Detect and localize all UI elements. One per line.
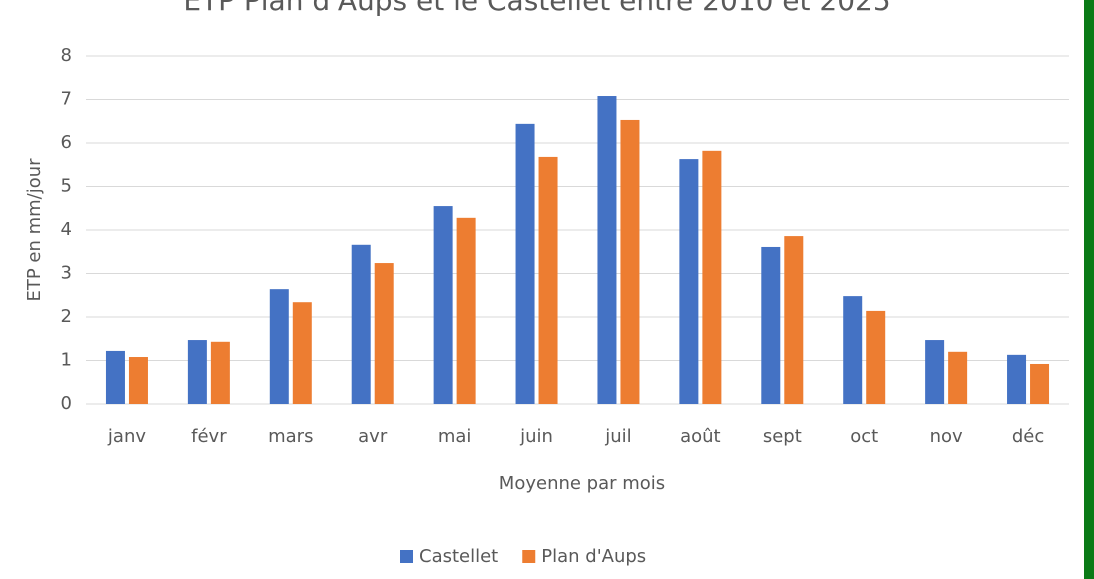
y-tick-label: 1 — [61, 350, 72, 371]
y-tick-label: 6 — [61, 132, 72, 153]
x-tick-label: mars — [268, 426, 313, 447]
chart-title: ETP Plan d'Aups et le Castellet entre 20… — [183, 0, 890, 17]
y-tick-label: 3 — [61, 263, 72, 284]
legend-swatch — [522, 550, 536, 563]
bar — [105, 350, 125, 404]
y-tick-label: 5 — [61, 176, 72, 197]
bar — [538, 156, 558, 404]
x-tick-label: nov — [930, 426, 963, 447]
bar — [1030, 363, 1050, 404]
x-axis-title: Moyenne par mois — [499, 473, 665, 494]
bar — [620, 119, 640, 404]
bar — [784, 236, 804, 404]
bar — [843, 296, 863, 404]
bar — [456, 217, 476, 404]
bar — [948, 351, 968, 404]
bar — [128, 357, 148, 404]
frame-border — [1084, 0, 1094, 579]
legend-label: Castellet — [419, 546, 498, 567]
bar — [925, 340, 945, 404]
x-tick-label: déc — [1012, 426, 1044, 447]
bar — [374, 263, 394, 404]
bar — [187, 340, 207, 404]
x-tick-label: févr — [191, 426, 227, 447]
legend-label: Plan d'Aups — [541, 546, 646, 567]
bar — [269, 289, 289, 404]
y-tick-label: 7 — [61, 89, 72, 110]
bar — [1007, 354, 1027, 404]
bar — [702, 150, 722, 404]
y-tick-label: 8 — [61, 45, 72, 66]
x-tick-label: oct — [850, 426, 878, 447]
x-tick-label: sept — [763, 426, 802, 447]
y-axis-title: ETP en mm/jour — [24, 158, 45, 302]
bar — [433, 206, 453, 404]
x-tick-label: janv — [107, 426, 146, 447]
bar — [515, 123, 535, 405]
x-tick-label: août — [680, 426, 721, 447]
bar — [866, 310, 886, 404]
bar — [761, 246, 781, 404]
bar — [597, 96, 617, 405]
bar — [679, 159, 699, 404]
bar — [292, 302, 312, 404]
y-tick-label: 2 — [61, 306, 72, 327]
y-tick-label: 0 — [61, 393, 72, 414]
y-tick-label: 4 — [61, 219, 72, 240]
bar — [210, 341, 230, 404]
x-tick-label: avr — [358, 426, 388, 447]
x-tick-label: mai — [438, 426, 472, 447]
bar — [351, 244, 371, 404]
x-tick-label: juil — [604, 426, 631, 447]
x-tick-label: juin — [519, 426, 553, 447]
legend-swatch — [400, 550, 413, 563]
